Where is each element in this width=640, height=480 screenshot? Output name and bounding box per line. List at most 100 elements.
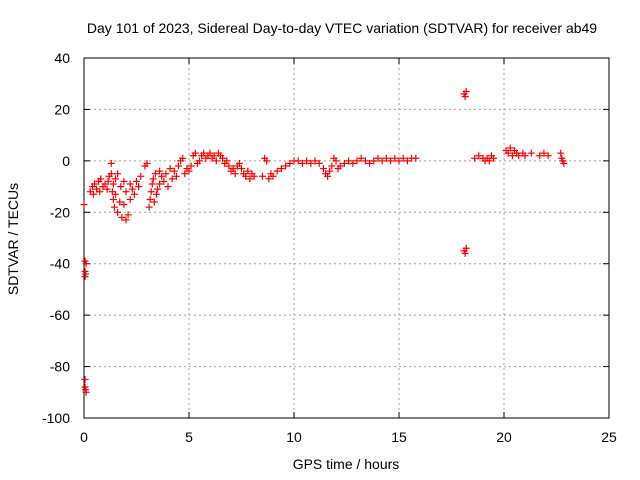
data-point [104, 177, 112, 185]
data-point [149, 175, 157, 183]
data-point [114, 208, 122, 216]
data-point [118, 213, 126, 221]
data-point [298, 159, 306, 167]
y-tick-label: -100 [42, 410, 70, 426]
data-point [471, 154, 479, 162]
data-point [353, 157, 361, 165]
y-tick-label: 20 [54, 101, 70, 117]
data-point [185, 167, 193, 175]
data-point [116, 198, 124, 206]
point-layer [80, 87, 568, 396]
y-tick-label: 40 [54, 50, 70, 66]
data-point [527, 149, 535, 157]
data-point [120, 201, 128, 209]
data-point [89, 190, 97, 198]
data-point [210, 152, 218, 160]
data-point [164, 183, 172, 191]
data-point [282, 162, 290, 170]
data-point [382, 154, 390, 162]
data-point [128, 185, 136, 193]
data-point [560, 159, 568, 167]
data-point [175, 162, 182, 170]
data-point [242, 172, 250, 180]
data-point [156, 180, 164, 188]
x-tick-label: 10 [286, 429, 302, 445]
data-point [357, 154, 365, 162]
data-point [277, 165, 285, 173]
data-point [374, 154, 382, 162]
data-point [462, 87, 470, 95]
data-point [158, 172, 166, 180]
data-point [170, 167, 178, 175]
data-point [225, 162, 233, 170]
data-point [391, 154, 399, 162]
data-point [168, 175, 176, 183]
data-point [462, 244, 470, 252]
data-point [244, 167, 252, 175]
data-point [286, 159, 294, 167]
data-point [475, 152, 483, 160]
data-point [361, 157, 369, 165]
data-point [395, 157, 403, 165]
data-point [97, 175, 105, 183]
data-point [143, 159, 151, 167]
data-point [107, 170, 115, 178]
data-point [370, 157, 378, 165]
data-point [152, 190, 160, 198]
data-point [109, 180, 117, 188]
data-point [540, 149, 548, 157]
data-point [229, 165, 237, 173]
data-point [103, 185, 111, 193]
data-point [82, 260, 90, 268]
data-point [156, 167, 164, 175]
data-point [235, 159, 243, 167]
data-point [238, 165, 245, 173]
data-point [172, 172, 180, 180]
data-point [399, 154, 407, 162]
data-point [145, 203, 153, 211]
data-point [96, 188, 104, 196]
y-tick-label: 0 [62, 153, 70, 169]
data-point [219, 154, 227, 162]
x-tick-label: 15 [391, 429, 407, 445]
y-axis-label: SDTVAR / TECUs [5, 183, 21, 295]
data-point [160, 177, 168, 185]
x-tick-label: 5 [185, 429, 193, 445]
data-point [147, 188, 155, 196]
data-point [263, 157, 271, 165]
data-point [326, 167, 334, 175]
y-tick-label: -60 [50, 307, 70, 323]
data-point [91, 180, 98, 188]
data-point [378, 157, 386, 165]
data-point [196, 157, 203, 165]
data-point [366, 159, 374, 167]
data-point [340, 159, 348, 167]
data-point [110, 203, 118, 211]
x-tick-label: 25 [601, 429, 617, 445]
data-point [269, 172, 277, 180]
data-point [179, 154, 187, 162]
data-point [349, 159, 357, 167]
x-tick-label: 0 [80, 429, 88, 445]
data-point [126, 195, 134, 203]
data-point [387, 157, 395, 165]
data-point [82, 388, 90, 396]
data-point [223, 157, 231, 165]
data-point [332, 157, 340, 165]
data-point [146, 195, 154, 203]
grid-layer [84, 58, 609, 418]
data-point [336, 162, 344, 170]
data-point [120, 177, 128, 185]
data-point [231, 170, 239, 178]
data-point [303, 157, 311, 165]
data-point [319, 165, 327, 173]
data-point [191, 149, 199, 157]
data-point [181, 170, 189, 178]
data-point [557, 149, 565, 157]
data-point [117, 183, 125, 191]
data-point [137, 172, 145, 180]
data-point [246, 175, 254, 183]
y-tick-label: -80 [50, 359, 70, 375]
